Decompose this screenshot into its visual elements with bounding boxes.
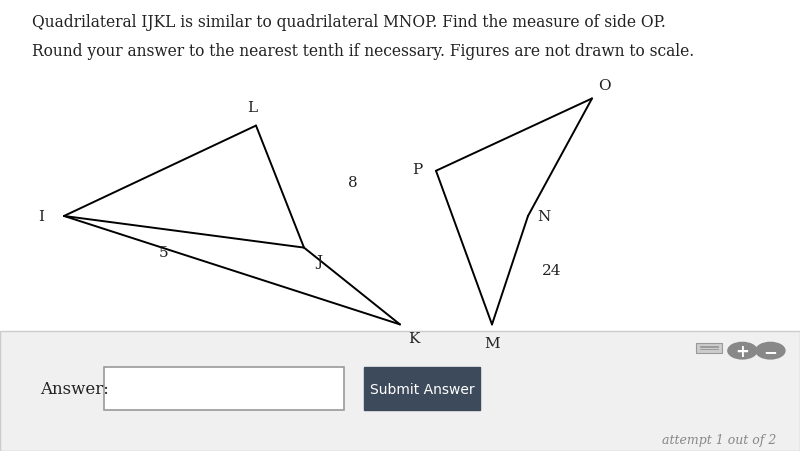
Text: −: − — [763, 342, 778, 360]
Text: Round your answer to the nearest tenth if necessary. Figures are not drawn to sc: Round your answer to the nearest tenth i… — [32, 43, 694, 60]
FancyBboxPatch shape — [364, 368, 480, 410]
Text: Submit Answer: Submit Answer — [370, 382, 474, 396]
Text: Answer:: Answer: — [40, 380, 109, 397]
FancyBboxPatch shape — [0, 331, 800, 451]
Text: O: O — [598, 78, 611, 92]
Text: M: M — [484, 336, 500, 350]
Text: K: K — [408, 331, 419, 345]
Text: +: + — [735, 342, 750, 360]
Text: N: N — [538, 210, 551, 223]
Text: J: J — [316, 255, 322, 269]
Text: 5: 5 — [159, 246, 169, 260]
Text: 24: 24 — [542, 264, 562, 277]
Text: attempt 1 out of 2: attempt 1 out of 2 — [662, 433, 776, 446]
Text: 8: 8 — [348, 176, 358, 189]
Text: Quadrilateral IJKL is similar to quadrilateral MNOP. Find the measure of side OP: Quadrilateral IJKL is similar to quadril… — [32, 14, 666, 31]
Text: P: P — [412, 162, 422, 176]
Circle shape — [756, 343, 785, 359]
Circle shape — [728, 343, 757, 359]
FancyBboxPatch shape — [696, 344, 722, 354]
Text: I: I — [38, 210, 44, 223]
FancyBboxPatch shape — [104, 368, 344, 410]
Text: L: L — [247, 101, 257, 115]
